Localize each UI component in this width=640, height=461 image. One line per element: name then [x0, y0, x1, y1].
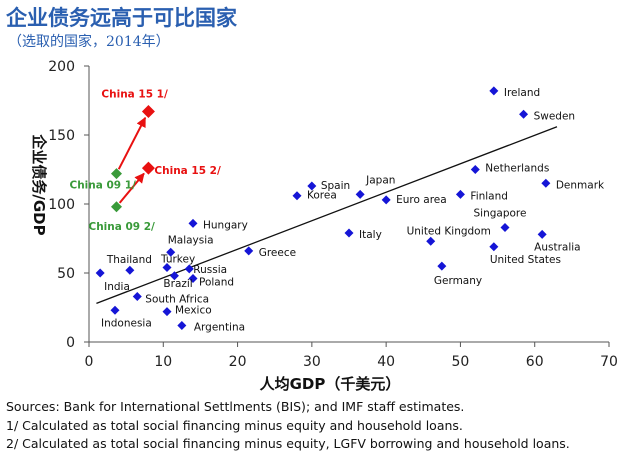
chart-title: 企业债务远高于可比国家 [6, 5, 237, 30]
point-korea [292, 191, 302, 201]
point-label-germany: Germany [434, 275, 482, 287]
y-axis-label: 企业债务/GDP [30, 133, 48, 235]
point-label-brazil: Brazil [163, 278, 192, 290]
point-label-thailand: Thailand [106, 254, 152, 266]
point-label-south-africa: South Africa [145, 293, 209, 305]
footnote-2: 2/ Calculated as total social financing … [6, 436, 570, 451]
point-united-kingdom [426, 236, 436, 246]
point-germany [437, 261, 447, 271]
point-euro-area [381, 195, 391, 205]
y-tick-label: 50 [57, 266, 75, 282]
x-axis-label: 人均GDP（千美元） [260, 375, 401, 393]
source-note: Sources: Bank for International Settlmen… [6, 399, 465, 414]
point-label-italy: Italy [359, 229, 382, 241]
point-singapore [500, 222, 510, 232]
source-notes: Sources: Bank for International Settlmen… [6, 398, 570, 454]
point-italy [344, 228, 354, 238]
point-label-ireland: Ireland [504, 87, 540, 99]
point-label-sweden: Sweden [534, 110, 576, 122]
x-tick-label: 10 [154, 354, 172, 370]
x-tick-label: 60 [526, 354, 544, 370]
y-tick-label: 200 [48, 59, 75, 75]
scatter-chart: 0 50 100 150 200 0 10 20 30 40 50 60 70 企业债务/GDP Irel… [30, 59, 618, 393]
point-label-china-09-1: China 09 1/ [69, 180, 136, 192]
y-tick-label: 150 [48, 128, 75, 144]
point-argentina [177, 320, 187, 330]
point-label-china-15-1: China 15 1/ [101, 89, 168, 101]
x-tick-label: 20 [229, 354, 247, 370]
point-sweden [519, 109, 529, 119]
point-label-japan: Japan [365, 174, 395, 186]
point-china-15-2 [141, 161, 155, 175]
point-label-china-15-2: China 15 2/ [154, 165, 221, 177]
point-label-greece: Greece [259, 247, 296, 259]
point-turkey [162, 262, 172, 272]
point-label-argentina: Argentina [194, 321, 245, 333]
point-label-spain: Spain [321, 180, 350, 192]
chart-subtitle: （选取的国家，2014年） [8, 34, 170, 50]
y-tick-label: 100 [48, 197, 75, 213]
point-label-finland: Finland [470, 190, 508, 202]
y-tick-label: 0 [66, 335, 75, 351]
point-hungary [188, 218, 198, 228]
point-label-russia: Russia [193, 264, 227, 276]
point-label-china-09-2: China 09 2/ [88, 221, 155, 233]
point-china-09-1 [110, 168, 122, 180]
point-netherlands [470, 165, 480, 174]
point-indonesia [110, 305, 120, 315]
point-label-korea: Korea [307, 190, 337, 202]
point-denmark [541, 178, 551, 188]
point-label-malaysia: Malaysia [168, 234, 214, 246]
point-mexico [162, 307, 172, 317]
point-india [95, 268, 105, 278]
point-label-netherlands: Netherlands [485, 163, 549, 175]
point-south-africa [132, 291, 142, 301]
point-finland [455, 189, 465, 199]
point-china-09-2 [110, 201, 122, 213]
x-tick-label: 40 [377, 354, 395, 370]
footnote-1: 1/ Calculated as total social financing … [6, 417, 463, 433]
point-malaysia [166, 247, 176, 257]
point-japan [355, 189, 365, 199]
x-tick-label: 70 [600, 354, 618, 370]
point-label-singapore: Singapore [474, 207, 527, 219]
point-thailand [125, 265, 135, 275]
point-greece [244, 246, 254, 256]
x-tick-label: 50 [452, 354, 470, 370]
point-label-hungary: Hungary [203, 219, 248, 231]
point-spain [307, 181, 317, 191]
china-arrow-2 [118, 172, 145, 204]
x-tick-label: 0 [85, 354, 94, 370]
point-poland [188, 274, 198, 284]
x-tick-label: 30 [303, 354, 321, 370]
point-label-turkey: Turkey [160, 253, 195, 265]
china-arrow-1 [117, 116, 147, 170]
point-brazil [169, 271, 179, 281]
point-russia [184, 264, 194, 274]
point-united-states [489, 242, 499, 252]
point-china-15-1 [141, 105, 155, 119]
point-australia [537, 229, 547, 239]
point-label-denmark: Denmark [556, 179, 605, 191]
point-label-india: India [104, 281, 130, 293]
point-label-united-states: United States [490, 254, 561, 266]
point-ireland [489, 86, 499, 96]
point-label-united-kingdom: United Kingdom [407, 225, 491, 237]
point-label-indonesia: Indonesia [101, 317, 152, 329]
point-label-australia: Australia [534, 241, 580, 253]
point-label-euro-area: Euro area [396, 194, 447, 206]
point-label-mexico: Mexico [175, 305, 212, 317]
point-label-poland: Poland [199, 277, 234, 289]
